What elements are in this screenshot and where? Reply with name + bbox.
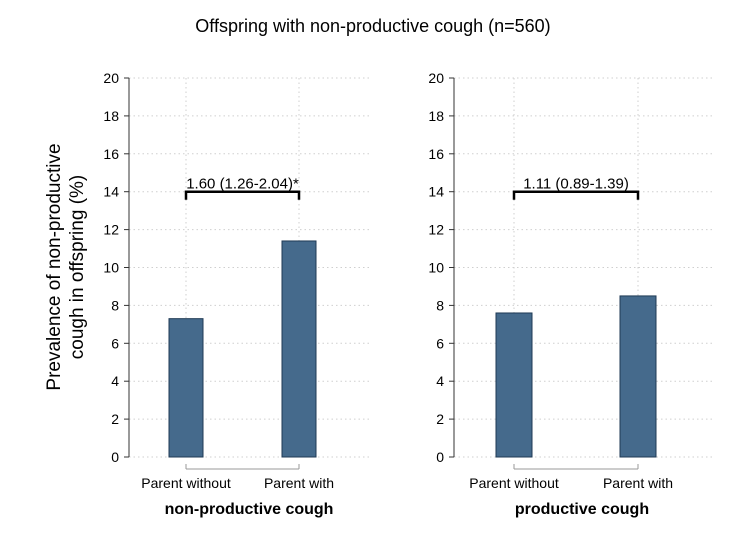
- y-tick-label: 18: [103, 108, 119, 124]
- y-tick-label: 0: [436, 449, 444, 465]
- y-tick-label: 2: [111, 411, 119, 427]
- y-tick-label: 18: [428, 108, 444, 124]
- y-tick-label: 0: [111, 449, 119, 465]
- y-tick-label: 8: [111, 297, 119, 313]
- bar: [168, 318, 204, 458]
- y-tick-label: 20: [428, 70, 444, 86]
- bar: [619, 295, 657, 458]
- y-tick-label: 12: [103, 222, 119, 238]
- y-tick-label: 4: [436, 373, 444, 389]
- y-tick-label: 14: [428, 184, 444, 200]
- y-tick-label: 10: [428, 260, 444, 276]
- odds-ratio-annotation: 1.60 (1.26-2.04)*: [186, 176, 299, 193]
- x-axis-title: non-productive cough: [165, 501, 334, 518]
- chart-title: Offspring with non-productive cough (n=5…: [195, 16, 550, 36]
- y-tick-label: 12: [428, 222, 444, 238]
- odds-ratio-annotation: 1.11 (0.89-1.39): [523, 176, 629, 193]
- y-tick-label: 10: [103, 260, 119, 276]
- y-tick-label: 16: [428, 146, 444, 162]
- y-tick-label: 6: [111, 335, 119, 351]
- significance-bracket: [512, 190, 640, 200]
- panel-productive-cough: 0 2 4 6 8 10 12 14 16 18 20 Parent without Parent wi…: [428, 70, 713, 518]
- significance-bracket: [184, 190, 301, 200]
- y-tick-label: 8: [436, 297, 444, 313]
- y-tick-label: 14: [103, 184, 119, 200]
- bar: [281, 240, 317, 458]
- x-tick-label: Parent with: [264, 475, 334, 491]
- x-tick-label: Parent with: [603, 475, 673, 491]
- x-axis-title: productive cough: [515, 501, 649, 518]
- y-axis-title-line-2: cough in offspring (%): [67, 175, 88, 359]
- y-tick-label: 16: [103, 146, 119, 162]
- panel-non-productive-cough: 0 2 4 6 8 10 12 14 16 18 20 Parent without Parent wi…: [103, 70, 372, 518]
- y-axis-title-line-1: Prevalence of non-productive: [44, 143, 65, 390]
- y-tick-label: 20: [103, 70, 119, 86]
- y-tick-label: 4: [111, 373, 119, 389]
- y-tick-label: 6: [436, 335, 444, 351]
- bar: [495, 312, 533, 458]
- x-tick-label: Parent without: [469, 475, 559, 491]
- y-tick-label: 2: [436, 411, 444, 427]
- x-tick-label: Parent without: [141, 475, 231, 491]
